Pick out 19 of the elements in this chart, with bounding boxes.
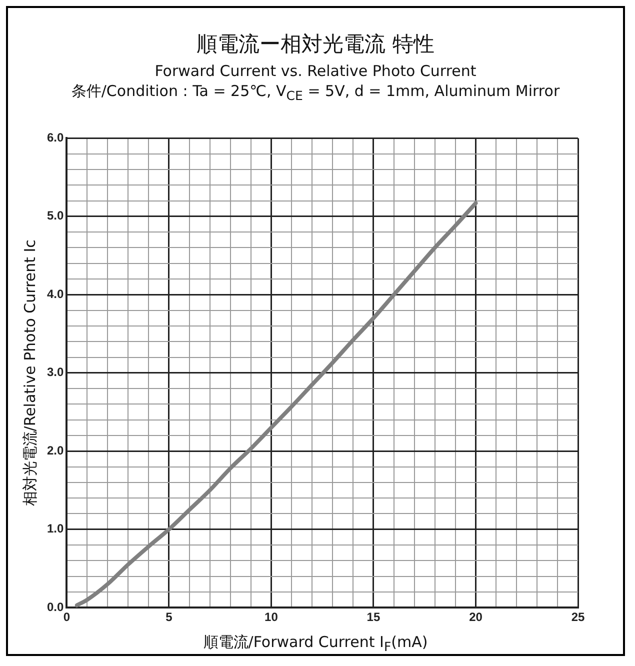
chart-title: 順電流ー相対光電流 特性: [196, 31, 436, 58]
x-tick-label: 15: [366, 610, 380, 624]
y-tick-label: 0.0: [46, 600, 64, 614]
x-tick-label: 10: [264, 610, 278, 624]
y-tick-label: 6.0: [46, 130, 64, 145]
x-axis-title: 順電流/Forward Current I$_{F}$(mA): [202, 633, 429, 654]
chart-subtitle: Forward Current vs. Relative Photo Current: [154, 62, 478, 80]
x-tick-label: 5: [166, 610, 173, 624]
x-tick-label: 20: [469, 610, 483, 624]
line-series: [74, 201, 478, 608]
y-tick-label: 1.0: [46, 522, 64, 536]
y-tick-label: 4.0: [46, 286, 64, 301]
y-tick-label: 3.0: [46, 365, 64, 380]
y-axis-title: 相対光電流/Relative Photo Current Ic: [20, 240, 39, 506]
y-tick-label: 5.0: [46, 208, 64, 223]
x-tick-label: 0: [63, 610, 70, 624]
x-tick-label: 25: [571, 610, 585, 624]
text: 条件/Condition : Ta = 25℃, V$_{CE}$ = 5V, d = 1mm, Aluminum Mirror: [70, 82, 561, 103]
y-tick-label: 2.0: [46, 443, 64, 458]
